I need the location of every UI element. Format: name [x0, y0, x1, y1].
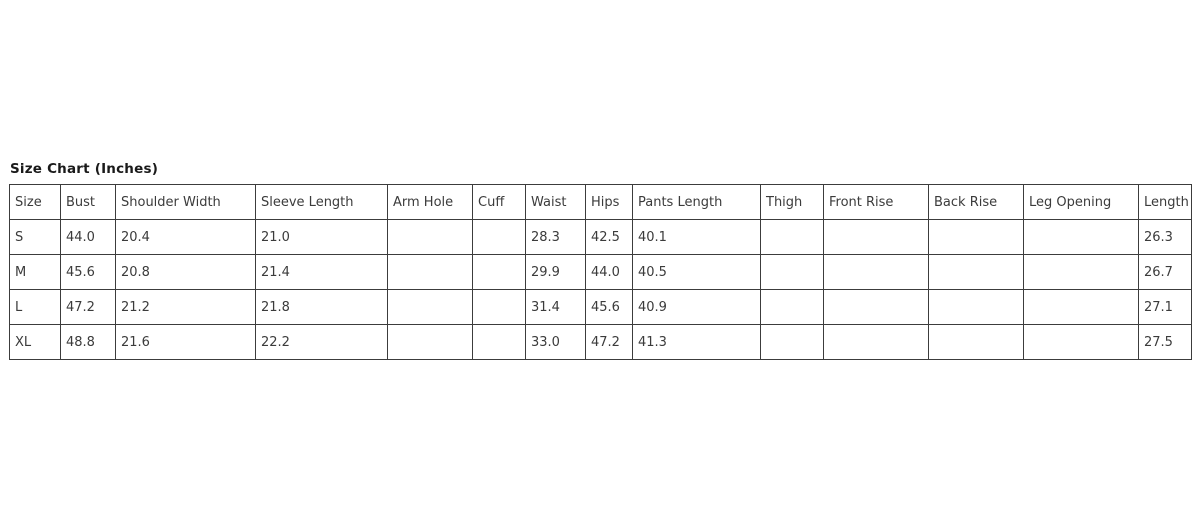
table-cell: 40.9 [632, 289, 761, 325]
table-cell [472, 219, 526, 255]
table-cell [472, 289, 526, 325]
table-cell: 40.1 [632, 219, 761, 255]
table-cell: 40.5 [632, 254, 761, 290]
table-cell: 27.5 [1138, 324, 1192, 360]
table-cell [387, 254, 473, 290]
table-header-row: Size Bust Shoulder Width Sleeve Length Arm H… [9, 184, 1192, 220]
column-header-length: Length [1138, 184, 1192, 220]
table-cell [1023, 219, 1139, 255]
table-cell [823, 289, 929, 325]
table-cell: 20.8 [115, 254, 256, 290]
table-cell: 26.7 [1138, 254, 1192, 290]
table-cell: 41.3 [632, 324, 761, 360]
table-cell [1023, 324, 1139, 360]
table-cell [928, 324, 1024, 360]
column-header-leg-opening: Leg Opening [1023, 184, 1139, 220]
column-header-cuff: Cuff [472, 184, 526, 220]
table-cell [387, 324, 473, 360]
column-header-sleeve-length: Sleeve Length [255, 184, 388, 220]
table-cell [760, 324, 824, 360]
column-header-shoulder-width: Shoulder Width [115, 184, 256, 220]
table-cell: 26.3 [1138, 219, 1192, 255]
table-cell: 31.4 [525, 289, 586, 325]
column-header-arm-hole: Arm Hole [387, 184, 473, 220]
table-row-m: M 45.6 20.8 21.4 29.9 44.0 40.5 26.7 [9, 254, 1192, 290]
table-cell: 47.2 [585, 324, 633, 360]
column-header-thigh: Thigh [760, 184, 824, 220]
table-cell: 27.1 [1138, 289, 1192, 325]
table-cell: 44.0 [60, 219, 116, 255]
table-cell [760, 289, 824, 325]
table-cell [387, 289, 473, 325]
table-row-s: S 44.0 20.4 21.0 28.3 42.5 40.1 26.3 [9, 219, 1192, 255]
column-header-hips: Hips [585, 184, 633, 220]
table-row-xl: XL 48.8 21.6 22.2 33.0 47.2 41.3 27.5 [9, 324, 1192, 360]
table-cell: 21.8 [255, 289, 388, 325]
table-cell [1023, 289, 1139, 325]
size-label-cell: M [9, 254, 61, 290]
table-cell: 22.2 [255, 324, 388, 360]
table-cell: 21.4 [255, 254, 388, 290]
table-cell [387, 219, 473, 255]
column-header-front-rise: Front Rise [823, 184, 929, 220]
table-row-l: L 47.2 21.2 21.8 31.4 45.6 40.9 27.1 [9, 289, 1192, 325]
table-cell: 33.0 [525, 324, 586, 360]
table-cell: 42.5 [585, 219, 633, 255]
size-label-cell: S [9, 219, 61, 255]
table-cell [760, 254, 824, 290]
table-cell: 48.8 [60, 324, 116, 360]
page-title: Size Chart (Inches) [10, 161, 159, 177]
table-cell [472, 254, 526, 290]
table-cell: 21.0 [255, 219, 388, 255]
table-cell: 28.3 [525, 219, 586, 255]
table-cell [823, 324, 929, 360]
table-cell [928, 219, 1024, 255]
size-label-cell: XL [9, 324, 61, 360]
table-cell [823, 219, 929, 255]
table-cell: 45.6 [60, 254, 116, 290]
table-cell [928, 289, 1024, 325]
table-cell [760, 219, 824, 255]
table-cell: 29.9 [525, 254, 586, 290]
column-header-pants-length: Pants Length [632, 184, 761, 220]
column-header-size: Size [9, 184, 61, 220]
table-cell [823, 254, 929, 290]
table-cell [472, 324, 526, 360]
table-body: S 44.0 20.4 21.0 28.3 42.5 40.1 26.3 M 45.6 20.8 21… [9, 219, 1192, 360]
table-cell: 21.2 [115, 289, 256, 325]
size-chart-table: Size Bust Shoulder Width Sleeve Length Arm H… [9, 184, 1192, 360]
table-cell: 45.6 [585, 289, 633, 325]
table-cell [1023, 254, 1139, 290]
table-cell [928, 254, 1024, 290]
column-header-back-rise: Back Rise [928, 184, 1024, 220]
size-label-cell: L [9, 289, 61, 325]
column-header-bust: Bust [60, 184, 116, 220]
table-cell: 47.2 [60, 289, 116, 325]
table-cell: 21.6 [115, 324, 256, 360]
column-header-waist: Waist [525, 184, 586, 220]
table-cell: 20.4 [115, 219, 256, 255]
table-cell: 44.0 [585, 254, 633, 290]
